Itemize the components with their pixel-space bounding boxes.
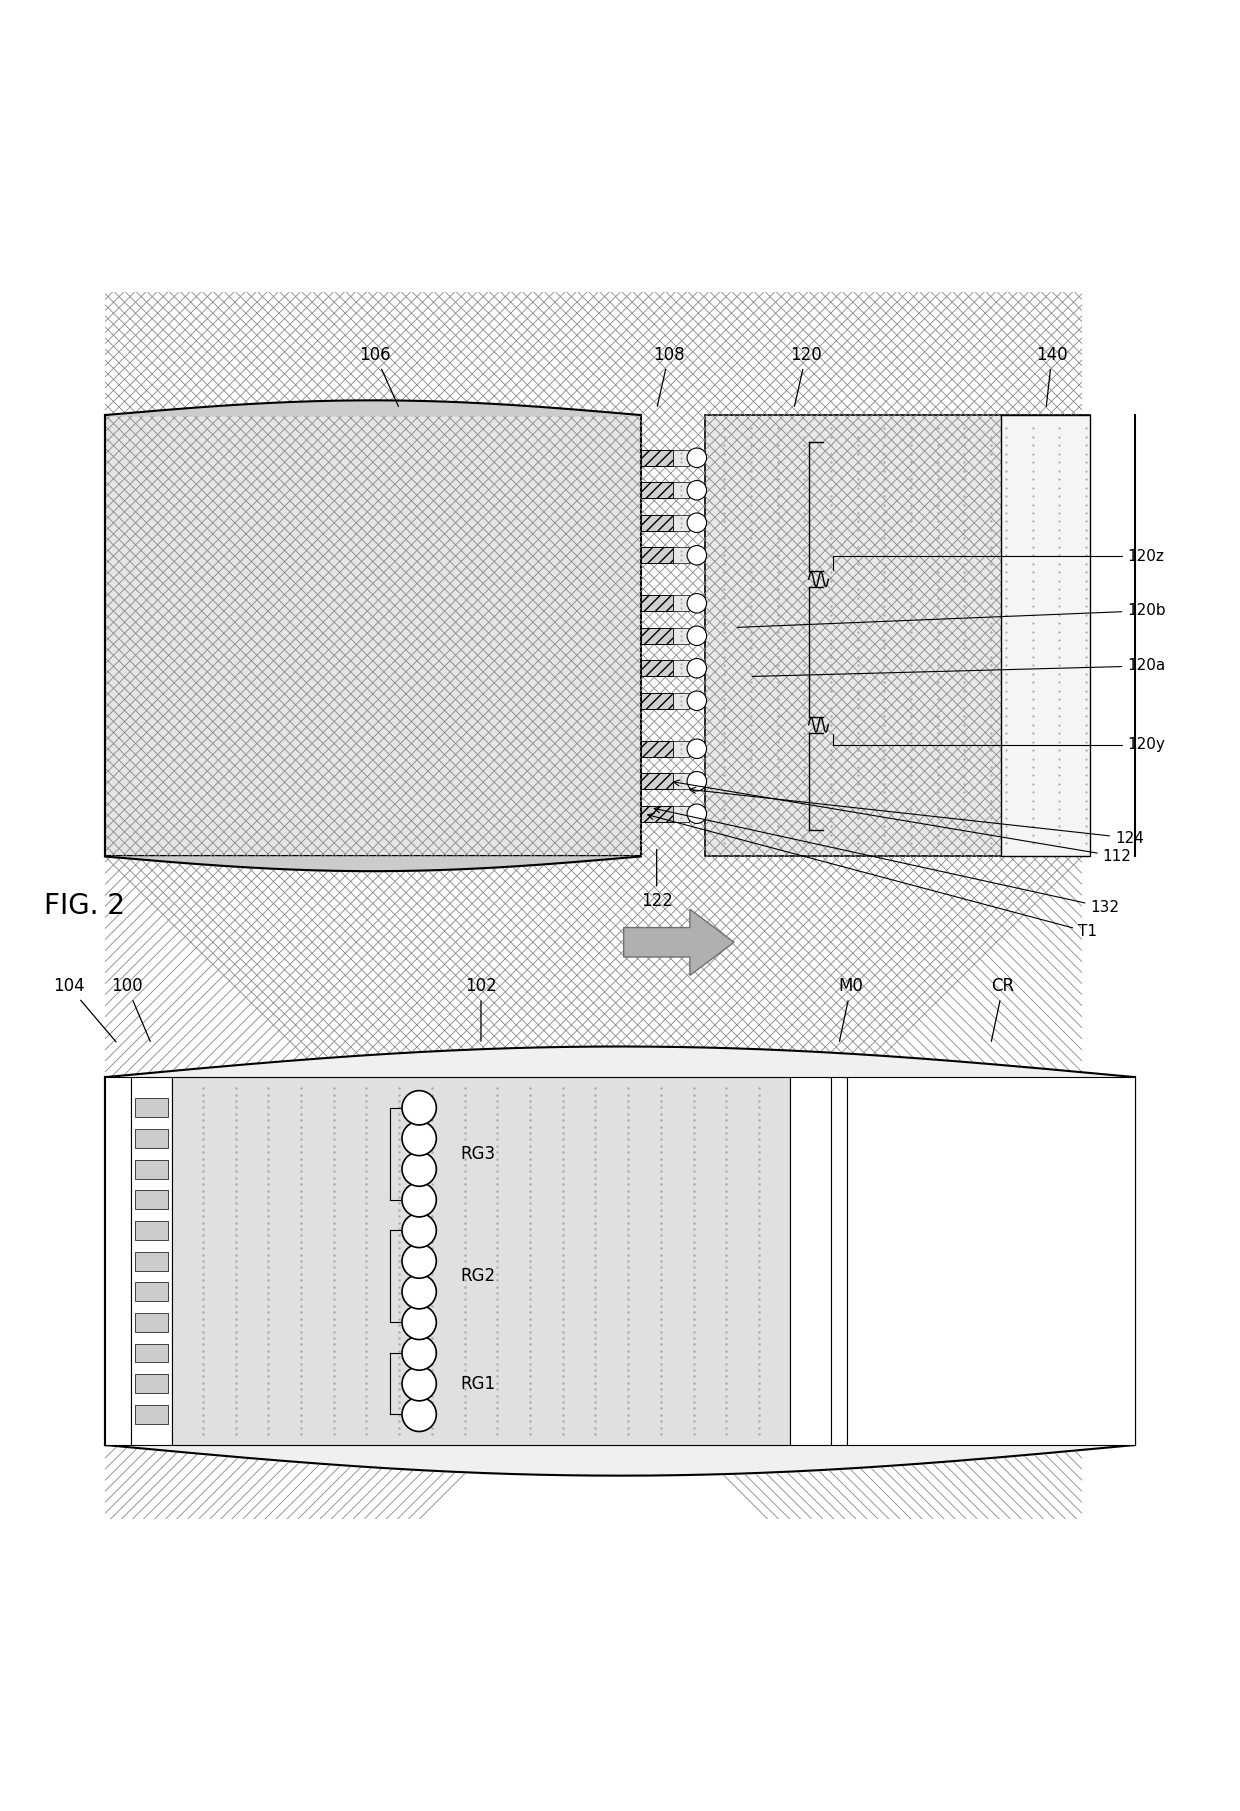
Circle shape xyxy=(402,1244,436,1279)
Circle shape xyxy=(687,447,707,467)
Bar xyxy=(105,1078,130,1445)
Bar xyxy=(704,415,1090,857)
Bar xyxy=(790,1078,831,1445)
Circle shape xyxy=(687,627,707,645)
Text: 120: 120 xyxy=(790,346,822,406)
Text: 120a: 120a xyxy=(753,659,1166,677)
Circle shape xyxy=(402,1367,436,1402)
Bar xyxy=(641,661,673,676)
Bar xyxy=(105,415,641,857)
Circle shape xyxy=(402,1183,436,1217)
Circle shape xyxy=(402,1275,436,1309)
Bar xyxy=(135,1159,167,1179)
Bar xyxy=(641,514,673,531)
Bar xyxy=(641,547,673,563)
Text: FIG. 2: FIG. 2 xyxy=(43,891,125,920)
Text: 132: 132 xyxy=(655,806,1120,915)
Text: RG3: RG3 xyxy=(461,1145,496,1163)
Bar xyxy=(673,547,688,563)
Bar xyxy=(135,1282,167,1300)
Bar xyxy=(135,1251,167,1271)
Circle shape xyxy=(687,659,707,677)
Bar xyxy=(135,1097,167,1117)
Polygon shape xyxy=(624,909,734,976)
Circle shape xyxy=(687,771,707,791)
Text: 102: 102 xyxy=(465,978,497,1041)
Bar xyxy=(135,1344,167,1362)
Bar xyxy=(641,773,673,790)
Circle shape xyxy=(402,1213,436,1248)
Bar xyxy=(135,1313,167,1331)
Bar xyxy=(641,806,673,822)
Text: RG2: RG2 xyxy=(461,1268,496,1286)
Bar xyxy=(135,1375,167,1393)
Circle shape xyxy=(687,480,707,500)
Bar xyxy=(673,741,688,757)
Text: 120z: 120z xyxy=(833,549,1164,570)
Bar xyxy=(135,1221,167,1241)
Bar xyxy=(673,806,688,822)
Text: 140: 140 xyxy=(1037,346,1068,406)
Text: 120y: 120y xyxy=(833,733,1166,752)
Bar xyxy=(1002,415,1090,857)
Bar xyxy=(673,661,688,676)
Circle shape xyxy=(687,545,707,565)
Bar xyxy=(673,596,688,610)
Bar xyxy=(641,694,673,708)
Bar xyxy=(641,628,673,643)
Text: 108: 108 xyxy=(653,346,684,406)
Bar xyxy=(641,482,673,498)
Text: 100: 100 xyxy=(112,978,150,1041)
Text: 112: 112 xyxy=(673,781,1132,864)
Bar xyxy=(673,482,688,498)
Bar xyxy=(641,741,673,757)
Bar xyxy=(641,596,673,610)
Circle shape xyxy=(687,739,707,759)
Text: RG1: RG1 xyxy=(461,1375,496,1393)
Text: 106: 106 xyxy=(360,346,398,406)
Text: 122: 122 xyxy=(641,849,672,909)
Circle shape xyxy=(402,1337,436,1371)
Circle shape xyxy=(687,804,707,824)
Circle shape xyxy=(402,1090,436,1125)
Bar xyxy=(847,1078,1135,1445)
Circle shape xyxy=(402,1306,436,1340)
Text: M0: M0 xyxy=(838,978,863,1041)
Text: 124: 124 xyxy=(689,788,1143,846)
Bar xyxy=(673,628,688,643)
Circle shape xyxy=(687,692,707,710)
Circle shape xyxy=(402,1152,436,1186)
Text: 104: 104 xyxy=(53,978,117,1041)
Bar xyxy=(135,1405,167,1423)
Bar xyxy=(673,773,688,790)
Circle shape xyxy=(402,1121,436,1155)
Bar xyxy=(673,449,688,465)
Bar xyxy=(673,694,688,708)
Bar xyxy=(135,1128,167,1148)
Circle shape xyxy=(687,594,707,612)
Bar xyxy=(673,514,688,531)
Bar xyxy=(172,1078,790,1445)
Bar xyxy=(135,1190,167,1210)
Bar xyxy=(130,1078,172,1445)
Circle shape xyxy=(402,1396,436,1431)
Text: CR: CR xyxy=(991,978,1014,1041)
Bar xyxy=(105,1078,1135,1445)
Circle shape xyxy=(687,513,707,532)
Bar xyxy=(641,449,673,465)
Text: 120b: 120b xyxy=(738,603,1166,627)
Bar xyxy=(831,1078,847,1445)
Text: T1: T1 xyxy=(647,813,1097,940)
